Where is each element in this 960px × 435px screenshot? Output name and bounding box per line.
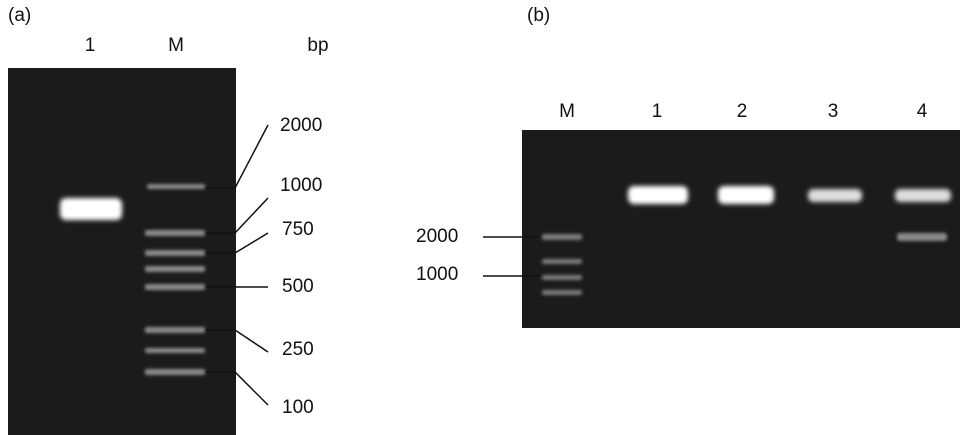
gel: [522, 130, 960, 328]
lane-label: M: [559, 101, 575, 122]
lane-label: 2: [737, 101, 748, 122]
marker-label: 500: [282, 276, 314, 297]
marker-label: 1000: [416, 264, 458, 285]
marker-label: 1000: [280, 175, 322, 196]
lane-label: 1: [652, 101, 663, 122]
figure: (a) 1 M bp 2000 1000 750 500 250 100 (b)…: [0, 0, 960, 435]
marker-label: 2000: [280, 115, 322, 136]
marker-label: 2000: [416, 226, 458, 247]
marker-label: 750: [282, 219, 314, 240]
lane-label: 4: [917, 101, 928, 122]
marker-label: 250: [282, 339, 314, 360]
lane-label: 1: [85, 35, 96, 56]
unit-label: bp: [307, 35, 328, 56]
lane-label: 3: [828, 101, 839, 122]
lane-label: M: [168, 35, 184, 56]
panel-label: (b): [527, 5, 550, 26]
panel-label: (a): [8, 5, 31, 26]
marker-label: 100: [282, 397, 314, 418]
